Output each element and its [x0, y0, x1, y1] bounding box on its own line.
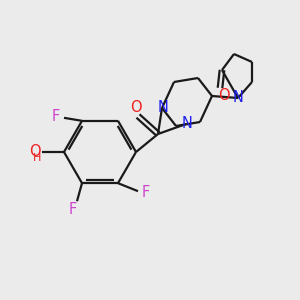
- Text: H: H: [33, 153, 41, 163]
- Text: N: N: [232, 89, 243, 104]
- Text: F: F: [142, 185, 150, 200]
- Text: O: O: [29, 143, 41, 158]
- Text: O: O: [130, 100, 142, 115]
- Text: N: N: [158, 100, 168, 116]
- Text: F: F: [69, 202, 77, 217]
- Text: N: N: [182, 116, 192, 130]
- Text: F: F: [52, 109, 60, 124]
- Text: O: O: [218, 88, 230, 104]
